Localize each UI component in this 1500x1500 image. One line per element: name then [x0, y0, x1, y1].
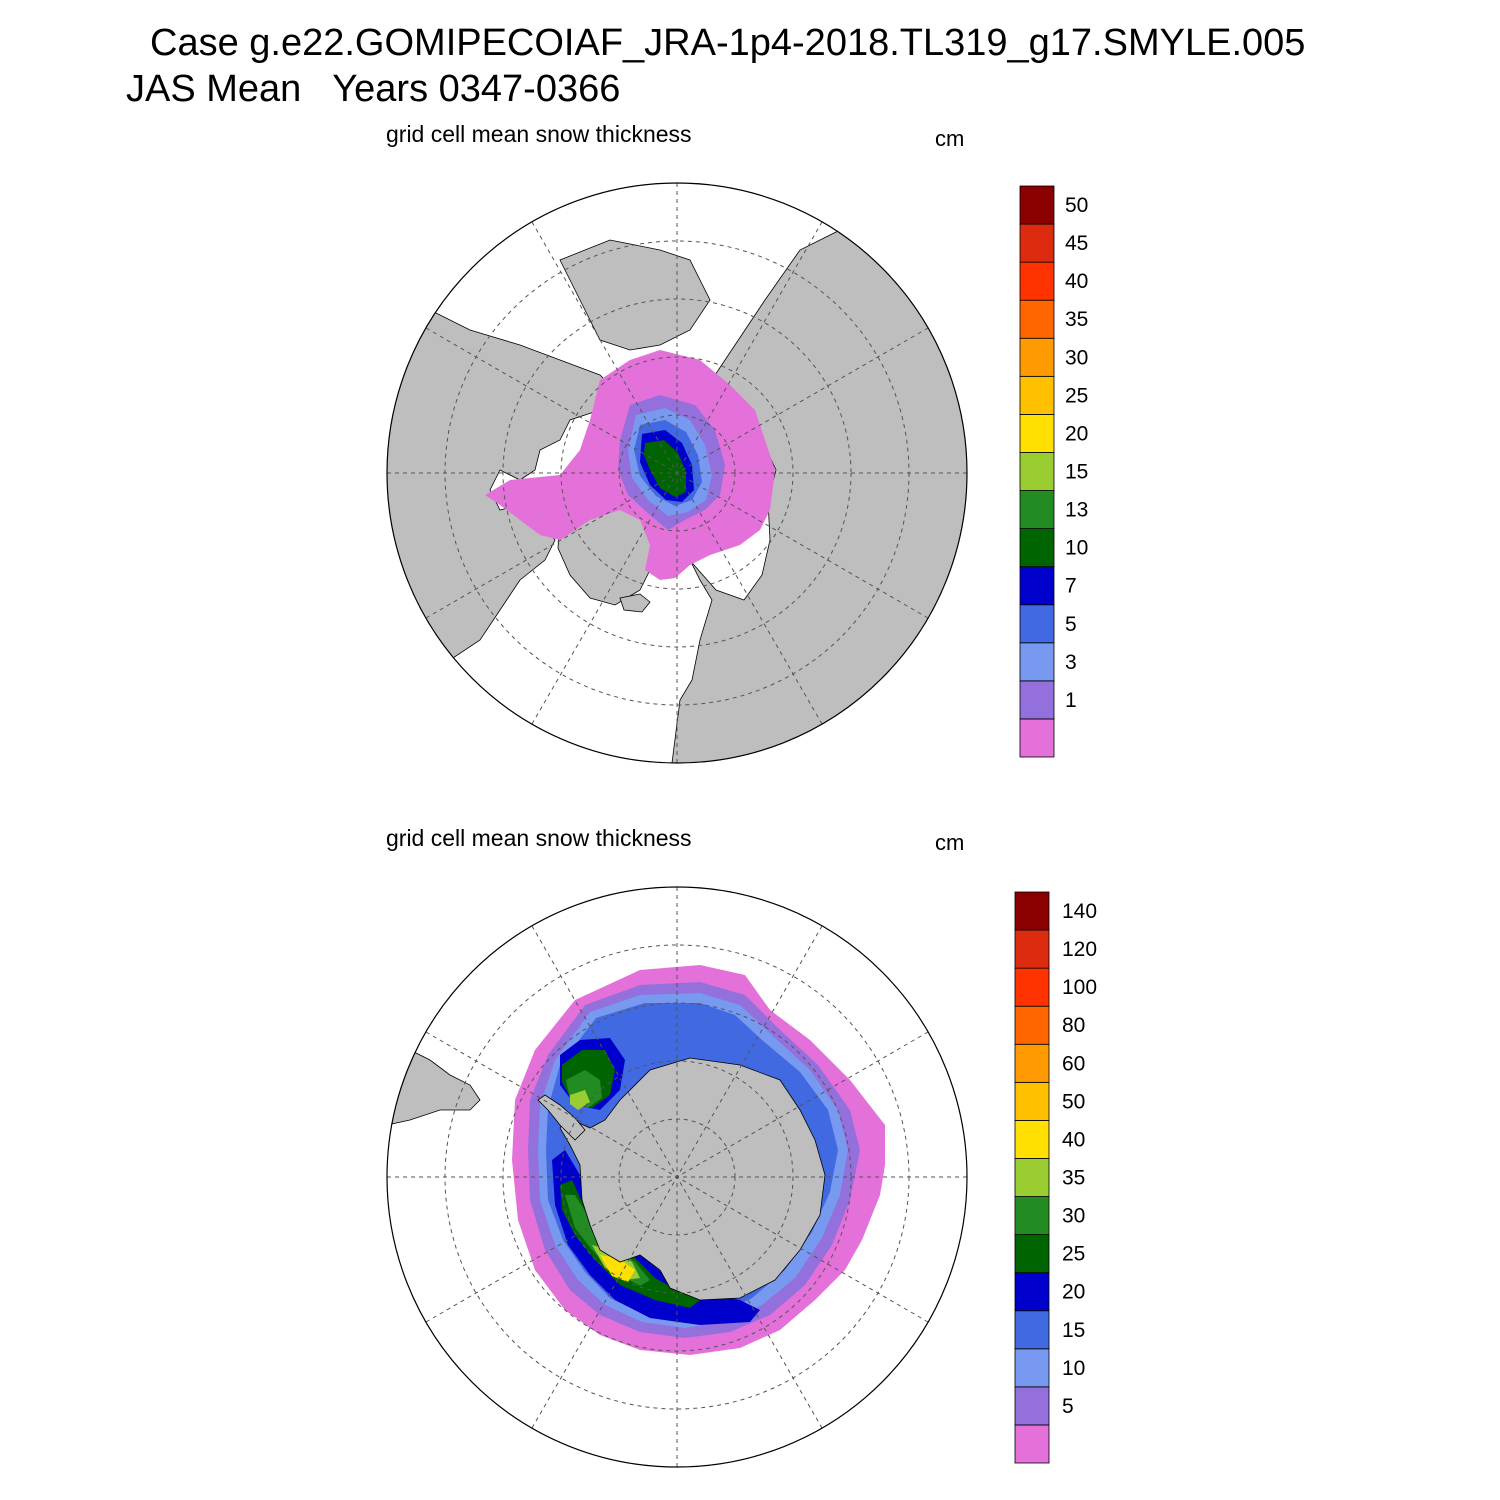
north-colorbar-label: 40: [1065, 270, 1088, 293]
north-colorbar-label: 15: [1065, 461, 1088, 484]
south-colorbar-label: 100: [1062, 976, 1097, 999]
north-colorbar-label: 7: [1065, 575, 1077, 598]
north-colorbar-label: 30: [1065, 346, 1088, 369]
north-colorbar-label: 13: [1065, 499, 1088, 522]
south-colorbar-label: 15: [1062, 1319, 1085, 1342]
north-colorbar-box-8: [1019, 413, 1055, 453]
south-colorbar-label: 140: [1062, 900, 1097, 923]
north-colorbar-box-13: [1019, 223, 1055, 263]
south-colorbar-box-9: [1014, 1081, 1050, 1121]
south-land-antarctica: [559, 1057, 826, 1301]
north-colorbar-box-11: [1019, 299, 1055, 339]
south-map-boundary: [386, 886, 968, 1468]
south-colorbar-box-7: [1014, 1158, 1050, 1197]
south-colorbar-box-4: [1014, 1272, 1050, 1312]
south-colorbar-box-0: [1014, 1424, 1050, 1464]
north-colorbar-label: 50: [1065, 194, 1088, 217]
south-colorbar-label: 5: [1062, 1395, 1074, 1418]
north-colorbar-label: 10: [1065, 537, 1088, 560]
south-colorbar-box-12: [1014, 967, 1050, 1007]
north-colorbar-box-10: [1019, 337, 1055, 377]
south-panel-title: grid cell mean snow thickness: [386, 825, 692, 851]
south-colorbar-label: 80: [1062, 1014, 1085, 1037]
south-colorbar-label: 25: [1062, 1243, 1085, 1266]
south-contour-50cm: [600, 1255, 635, 1282]
south-colorbar-label: 10: [1062, 1357, 1085, 1380]
north-land-iceland: [619, 593, 651, 613]
south-colorbar-label: 40: [1062, 1128, 1085, 1151]
south-contour-40cm: [570, 1090, 640, 1280]
north-map-boundary: [386, 182, 968, 764]
south-colorbar-box-1: [1014, 1386, 1050, 1426]
north-colorbar-label: 3: [1065, 651, 1077, 674]
south-colorbar-label: 35: [1062, 1167, 1085, 1190]
north-colorbar-box-14: [1019, 185, 1055, 225]
north-colorbar-box-3: [1019, 604, 1055, 644]
north-colorbar-box-12: [1019, 261, 1055, 301]
north-colorbar-box-1: [1019, 680, 1055, 720]
north-colorbar-label: 45: [1065, 232, 1088, 255]
north-panel-title: grid cell mean snow thickness: [386, 121, 692, 147]
south-colorbar-label: 30: [1062, 1205, 1085, 1228]
south-colorbar-box-2: [1014, 1348, 1050, 1388]
south-colorbar-box-14: [1014, 891, 1050, 931]
north-colorbar-box-0: [1019, 718, 1055, 758]
south-colorbar: 5 10 15 20 25 30 35 40 50 60 80 100 120 140: [1014, 891, 1097, 1464]
north-colorbar-box-7: [1019, 452, 1055, 491]
south-colorbar-box-13: [1014, 929, 1050, 969]
north-land-north-america: [387, 299, 626, 661]
south-colorbar-label: 60: [1062, 1052, 1085, 1075]
north-colorbar-box-9: [1019, 375, 1055, 415]
south-contour-35cm: [565, 1070, 650, 1286]
north-colorbar-label: 35: [1065, 308, 1088, 331]
south-colorbar-box-11: [1014, 1005, 1050, 1045]
south-units-label: cm: [935, 830, 965, 855]
north-colorbar-label: 1: [1065, 689, 1077, 712]
south-colorbar-label: 50: [1062, 1090, 1085, 1113]
north-colorbar-box-6: [1019, 490, 1055, 529]
south-land-south-america: [387, 1049, 481, 1126]
figure-title-period: JAS Mean Years 0347-0366: [126, 68, 621, 110]
north-units-label: cm: [935, 126, 965, 151]
south-colorbar-label: 20: [1062, 1281, 1085, 1304]
north-colorbar-label: 20: [1065, 422, 1088, 445]
north-graticule: [387, 183, 967, 763]
south-colorbar-box-10: [1014, 1043, 1050, 1083]
south-colorbar-box-6: [1014, 1196, 1050, 1235]
north-colorbar-box-5: [1019, 528, 1055, 568]
south-colorbar-box-5: [1014, 1234, 1050, 1274]
south-colorbar-box-3: [1014, 1310, 1050, 1350]
south-colorbar-box-8: [1014, 1120, 1050, 1159]
north-colorbar-label: 25: [1065, 384, 1088, 407]
north-colorbar-box-4: [1019, 566, 1055, 606]
south-polar-map: [386, 886, 968, 1468]
figure-title-case: Case g.e22.GOMIPECOIAF_JRA-1p4-2018.TL31…: [150, 22, 1306, 64]
south-graticule: [387, 887, 967, 1467]
north-colorbar-box-2: [1019, 642, 1055, 682]
north-land-alaska-siberia: [559, 239, 711, 351]
north-contour-13cm: [644, 440, 686, 497]
south-colorbar-label: 120: [1062, 938, 1097, 961]
north-polar-map: [386, 182, 968, 764]
south-land-antarctic-peninsula: [537, 1094, 586, 1141]
north-colorbar-label: 5: [1065, 613, 1077, 636]
